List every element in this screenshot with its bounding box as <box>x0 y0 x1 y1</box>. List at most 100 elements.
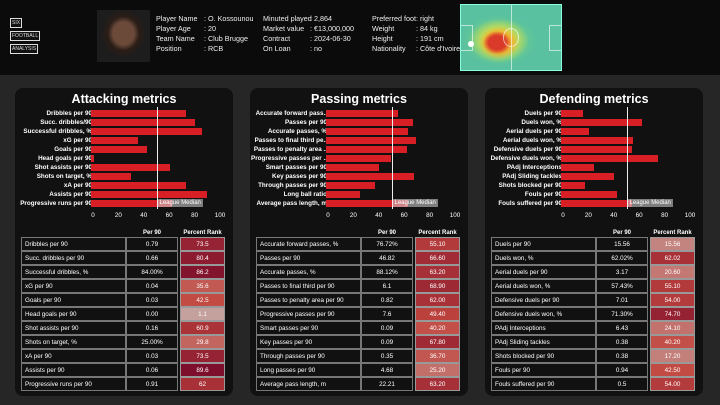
x-tick: 60 <box>400 212 408 219</box>
percent-rank: 29.8 <box>180 335 225 349</box>
metric-name: Passes to penalty area per 90 <box>256 293 361 307</box>
bar <box>91 155 95 162</box>
info-row: Position: RCB <box>156 44 254 54</box>
percent-rank: 55.10 <box>650 279 695 293</box>
league-median-line <box>626 107 628 209</box>
col-header-rank: Percent Rank <box>183 229 222 236</box>
metric-name: Passes to final third per 90 <box>256 279 361 293</box>
metric-name: xG per 90 <box>21 279 126 293</box>
table-row: Duels won, % 62.02% 62.02 <box>491 251 695 265</box>
col-header-rank: Percent Rank <box>418 229 457 236</box>
x-tick: 80 <box>661 212 669 219</box>
metric-name: Accurate passes, % <box>256 265 361 279</box>
bar <box>91 191 207 198</box>
bar-label: xA per 90 <box>63 181 92 189</box>
panel-title: Attacking metrics <box>71 92 177 106</box>
bar <box>326 200 409 207</box>
bar <box>561 191 617 198</box>
bar-label: Defensive duels won, % <box>490 154 562 162</box>
metric-value: 6.1 <box>361 279 413 293</box>
x-tick: 40 <box>375 212 383 219</box>
bar-label: Progressive runs per 90 <box>20 199 92 207</box>
bar <box>326 191 360 198</box>
info-label: Team Name <box>156 34 195 43</box>
bar-label: Shot assists per 90 <box>34 163 92 171</box>
bar <box>91 137 139 144</box>
metric-value: 0.94 <box>596 363 648 377</box>
bar-label: Accurate passes, % <box>267 127 327 135</box>
percent-rank: 74.70 <box>650 307 695 321</box>
col-header-rank: Percent Rank <box>653 229 692 236</box>
metric-name: Shot assists per 90 <box>21 321 126 335</box>
bar <box>326 155 391 162</box>
bar-label: Defensive duels per 90 <box>493 145 562 153</box>
info-value: : 2024-06-30 <box>310 34 351 43</box>
bar <box>91 164 171 171</box>
metric-name: Average pass length, m <box>256 377 361 391</box>
table-row: Successful dribbles, % 84.00% 86.2 <box>21 265 225 279</box>
bar-label: Smart passes per 90 <box>265 163 327 171</box>
metric-name: Passes per 90 <box>256 251 361 265</box>
percent-rank: 80.4 <box>180 251 225 265</box>
percent-rank: 73.5 <box>180 349 225 363</box>
metric-name: Progressive runs per 90 <box>21 377 126 391</box>
metric-value: 71.30% <box>596 307 648 321</box>
metric-value: 4.68 <box>361 363 413 377</box>
bar-label: Aerial duels won, % <box>502 136 562 144</box>
table-row: Aerial duels per 90 3.17 20.60 <box>491 265 695 279</box>
x-tick: 80 <box>426 212 434 219</box>
metric-name: Accurate forward passes, % <box>256 237 361 251</box>
bar-label: Successful dribbles, % <box>23 127 92 135</box>
metric-value: 0.09 <box>361 321 413 335</box>
metric-name: Succ. dribbles per 90 <box>21 251 126 265</box>
bar <box>91 146 147 153</box>
info-label: On Loan <box>263 44 291 53</box>
info-label: Contract <box>263 34 291 43</box>
x-tick: 60 <box>635 212 643 219</box>
info-row: Team Name: Club Brugge <box>156 34 254 44</box>
panel-title: Passing metrics <box>311 92 407 106</box>
metric-name: Head goals per 90 <box>21 307 126 321</box>
bar <box>91 173 131 180</box>
table-row: xG per 90 0.04 35.6 <box>21 279 225 293</box>
percent-rank: 25.20 <box>415 363 460 377</box>
league-median-line <box>391 107 393 209</box>
metric-value: 0.09 <box>361 335 413 349</box>
table-row: Progressive passes per 90 7.6 49.40 <box>256 307 460 321</box>
metric-name: Goals per 90 <box>21 293 126 307</box>
player-info-col1: Player Name: O. Kossounou Player Age: 20 T… <box>156 14 254 54</box>
info-value: : 191 cm <box>416 34 444 43</box>
table-row: PAdj Sliding tackles 0.38 40.20 <box>491 335 695 349</box>
col-header-per90: Per 90 <box>142 229 161 236</box>
bar-label: Duels won, % <box>521 118 562 126</box>
bar <box>91 128 203 135</box>
table-row: Passes to penalty area per 90 0.82 62.00 <box>256 293 460 307</box>
table-row: Duels per 90 15.56 15.56 <box>491 237 695 251</box>
info-row: Height: 191 cm <box>372 34 460 44</box>
info-row: Market value: €13,000,000 <box>263 24 354 34</box>
bar <box>561 200 632 207</box>
bar <box>561 110 583 117</box>
metric-value: 0.66 <box>126 251 178 265</box>
info-row: Contract : 2024-06-30 <box>263 34 354 44</box>
league-median-label: League Median <box>627 199 673 207</box>
bar-chart: Dribbles per 90 Succ. dribbles/90 Successf… <box>15 88 233 223</box>
metric-value: 0.16 <box>126 321 178 335</box>
bar-label: Fouls per 90 <box>524 190 562 198</box>
bar-label: PAdj Interceptions <box>506 163 562 171</box>
x-tick: 20 <box>584 212 592 219</box>
bar <box>561 182 585 189</box>
percent-rank: 20.60 <box>650 265 695 279</box>
player-header: SIX FOOTBALL ANALYSIS Player Name: O. Ko… <box>0 0 720 75</box>
bar-label: Head goals per 90 <box>38 154 92 162</box>
bar-label: Aerial duels per 90 <box>506 127 562 135</box>
table-row: Fouls suffered per 90 0.5 54.00 <box>491 377 695 391</box>
bar <box>91 182 187 189</box>
panel-attacking: Attacking metrics Dribbles per 90 Succ. dr… <box>15 88 233 396</box>
percent-rank: 86.2 <box>180 265 225 279</box>
percent-rank: 63.20 <box>415 265 460 279</box>
bar <box>561 137 633 144</box>
metric-name: Long passes per 90 <box>256 363 361 377</box>
bar <box>561 119 642 126</box>
league-median-label: League Median <box>392 199 438 207</box>
